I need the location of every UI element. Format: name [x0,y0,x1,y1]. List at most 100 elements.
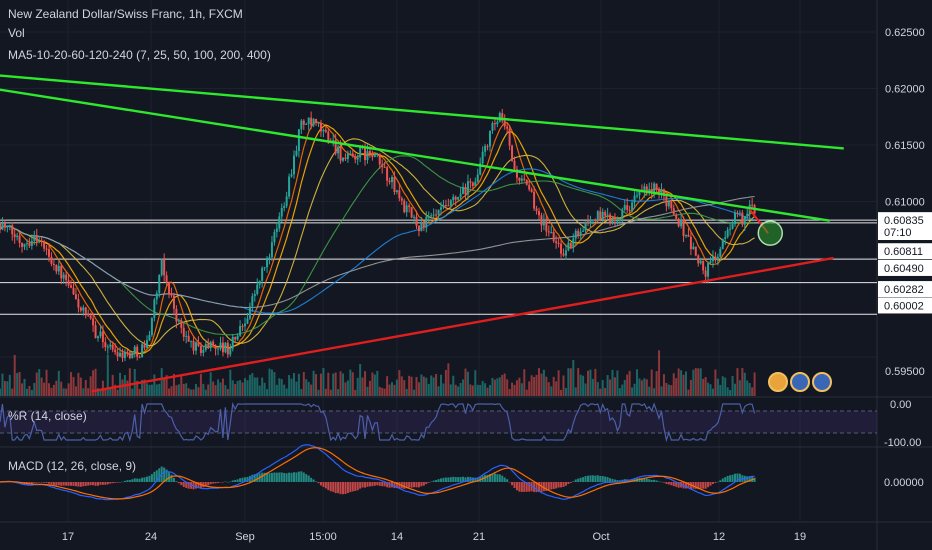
volume-bar [633,383,636,396]
candle-body [555,241,558,244]
candle-body [146,340,148,348]
macd-histogram-bar [324,482,327,489]
volume-bar [57,370,60,396]
candle-body [694,246,697,256]
candle-body [293,155,295,175]
volume-bar [364,371,367,396]
macd-histogram-bar [322,482,325,488]
candle-body [716,256,719,261]
macd-histogram-bar [726,475,729,482]
candle-body [241,326,244,328]
macd-histogram-bar [567,482,570,484]
macd-histogram-bar [104,482,107,485]
macd-histogram-bar [109,482,112,484]
macd-histogram-bar [645,478,648,482]
volume-bar [89,376,92,396]
candle-body [158,275,161,294]
candle-body [28,243,31,246]
volume-bar [339,371,342,396]
candle-body [92,318,95,326]
volume-bar [716,378,719,396]
time-tick-label: 15:00 [309,531,337,543]
macd-histogram-bar [87,482,90,486]
volume-bar [1,373,4,396]
event-icon[interactable] [812,372,832,392]
volume-bar [337,389,340,396]
macd-histogram-bar [354,482,357,491]
volume-bar [731,375,734,396]
macd-histogram-bar [513,482,516,488]
volume-bar [410,376,413,396]
macd-histogram-bar [427,482,430,483]
macd-histogram-bar [457,477,460,482]
candle-body [266,257,269,268]
macd-histogram-bar [307,475,310,482]
macd-histogram-bar [349,482,352,493]
candle-body [114,349,117,353]
volume-bar [486,387,489,396]
candle-body [307,117,310,124]
volume-bar [344,382,347,396]
volume-bar [623,379,626,396]
candle-body [131,351,134,359]
candle-body [613,219,616,221]
volume-bar [310,384,313,396]
macd-histogram-bar [290,472,293,482]
macd-histogram-bar [28,482,31,485]
macd-histogram-bar [425,482,428,485]
price-tag-box [878,243,932,260]
candle-body [557,243,560,245]
candle-body [459,193,462,197]
candle-body [594,219,597,221]
volume-bar [273,372,276,396]
macd-histogram-bar [231,480,234,482]
candle-body [484,146,487,152]
volume-bar [187,388,190,396]
candle-body [398,190,401,199]
volume-bar [221,378,224,396]
macd-histogram-bar [148,475,151,482]
macd-histogram-bar [236,479,239,482]
candle-body [486,146,489,148]
macd-histogram-bar [202,482,205,488]
volume-bar [307,381,310,396]
event-icon[interactable] [790,372,810,392]
candle-body [501,112,504,121]
time-axis: 17 24 Sep 15:00 14 21 Oct 12 19 [62,531,806,543]
candle-body [564,250,567,256]
macd-histogram-bar [136,478,139,482]
volume-bar [138,388,141,396]
candle-body [506,126,509,129]
event-icon[interactable] [768,372,788,392]
macd-histogram-bar [697,482,700,490]
event-badges[interactable] [768,372,832,392]
candle-body [569,242,572,248]
macd-histogram-bar [493,473,496,482]
volume-bar [709,384,712,396]
macd-histogram-bar [244,477,246,482]
candle-body [400,198,403,201]
macd-histogram-bar [123,480,126,482]
volume-bar [471,385,474,396]
candle-body [503,120,506,127]
volume-bar [638,378,641,396]
trendline-lower-resistance [0,88,831,222]
volume-bar [224,385,227,396]
candle-body [616,220,619,222]
volume-bar [119,372,122,396]
macd-histogram-bar [395,482,398,489]
volume-bar [300,389,303,396]
candle-body [697,255,700,264]
candle-body [542,218,545,226]
volume-bar [72,377,75,396]
candle-body [464,186,467,195]
volume-bar [648,386,651,396]
volume-bar [302,372,305,396]
macd-histogram-bar [204,482,207,487]
candle-body [52,263,55,266]
trendlines[interactable] [0,74,844,393]
macd-histogram-bar [628,479,631,482]
volume-bar [106,354,109,396]
volume-bar [62,388,65,396]
